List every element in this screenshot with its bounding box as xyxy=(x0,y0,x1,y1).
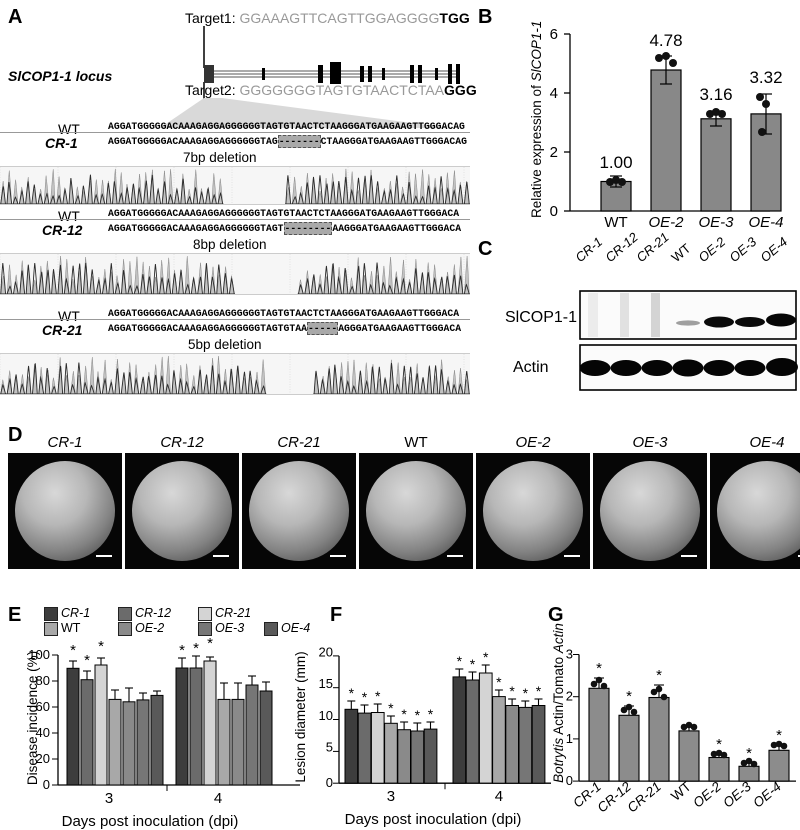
svg-text:*: * xyxy=(509,683,515,699)
svg-text:OE-2: OE-2 xyxy=(690,778,724,810)
svg-text:*: * xyxy=(98,638,104,655)
svg-text:*: * xyxy=(656,667,662,684)
svg-text:*: * xyxy=(496,674,502,690)
svg-text:*: * xyxy=(415,707,421,723)
svg-text:*: * xyxy=(84,652,90,669)
svg-text:*: * xyxy=(179,642,185,659)
svg-text:4: 4 xyxy=(495,788,503,805)
svg-text:80: 80 xyxy=(36,673,50,688)
svg-text:OE-3: OE-3 xyxy=(720,778,754,810)
svg-text:3: 3 xyxy=(105,790,113,807)
svg-text:*: * xyxy=(388,700,394,716)
svg-text:*: * xyxy=(626,688,632,705)
svg-text:OE-4: OE-4 xyxy=(750,779,784,811)
svg-text:*: * xyxy=(483,649,489,665)
svg-text:10: 10 xyxy=(319,708,333,723)
svg-text:0: 0 xyxy=(566,773,573,788)
svg-text:*: * xyxy=(70,642,76,659)
svg-text:20: 20 xyxy=(36,751,50,766)
svg-text:CR-21: CR-21 xyxy=(624,779,664,816)
svg-text:1: 1 xyxy=(566,731,573,746)
svg-text:60: 60 xyxy=(36,699,50,714)
svg-text:*: * xyxy=(193,640,199,657)
svg-text:*: * xyxy=(207,635,213,652)
svg-text:15: 15 xyxy=(319,676,333,691)
svg-text:*: * xyxy=(362,689,368,705)
svg-text:*: * xyxy=(428,706,434,722)
svg-text:*: * xyxy=(401,706,407,722)
svg-text:*: * xyxy=(349,685,355,701)
svg-text:*: * xyxy=(596,660,602,677)
svg-text:20: 20 xyxy=(319,645,333,660)
svg-text:2: 2 xyxy=(566,689,573,704)
svg-text:5: 5 xyxy=(326,740,333,755)
svg-text:3: 3 xyxy=(387,788,395,805)
svg-text:*: * xyxy=(457,653,463,669)
svg-text:100: 100 xyxy=(28,647,50,662)
svg-text:*: * xyxy=(523,685,529,701)
svg-text:3: 3 xyxy=(566,647,573,662)
svg-text:40: 40 xyxy=(36,725,50,740)
svg-text:0: 0 xyxy=(43,777,50,792)
svg-text:4: 4 xyxy=(214,790,222,807)
svg-text:*: * xyxy=(470,656,476,672)
svg-text:0: 0 xyxy=(326,775,333,790)
svg-text:*: * xyxy=(375,688,381,704)
